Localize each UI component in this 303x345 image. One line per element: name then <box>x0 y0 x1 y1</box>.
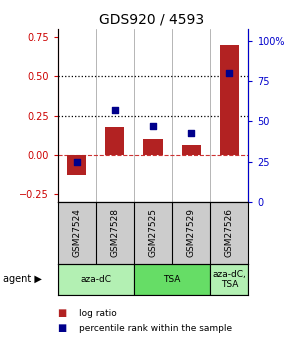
Point <box>189 130 194 135</box>
Text: ■: ■ <box>58 308 67 318</box>
Point <box>112 107 117 113</box>
Text: GSM27526: GSM27526 <box>225 208 234 257</box>
Point <box>227 70 232 76</box>
Text: GSM27529: GSM27529 <box>187 208 196 257</box>
Bar <box>181 145 201 155</box>
Text: ■: ■ <box>58 324 67 333</box>
Text: TSA: TSA <box>163 275 181 284</box>
Bar <box>210 264 248 295</box>
Text: aza-dC: aza-dC <box>80 275 111 284</box>
Point <box>151 123 155 129</box>
Point <box>74 159 79 164</box>
Bar <box>58 264 134 295</box>
Bar <box>105 127 124 155</box>
Bar <box>67 155 86 175</box>
Text: GSM27524: GSM27524 <box>72 208 81 257</box>
Text: log ratio: log ratio <box>79 309 117 318</box>
Text: GSM27525: GSM27525 <box>148 208 158 257</box>
Text: GDS920 / 4593: GDS920 / 4593 <box>99 12 204 26</box>
Bar <box>143 139 162 155</box>
Text: agent ▶: agent ▶ <box>3 275 42 284</box>
Bar <box>220 45 239 155</box>
Text: aza-dC,
TSA: aza-dC, TSA <box>212 270 246 289</box>
Text: percentile rank within the sample: percentile rank within the sample <box>79 324 232 333</box>
Text: GSM27528: GSM27528 <box>110 208 119 257</box>
Bar <box>134 264 210 295</box>
